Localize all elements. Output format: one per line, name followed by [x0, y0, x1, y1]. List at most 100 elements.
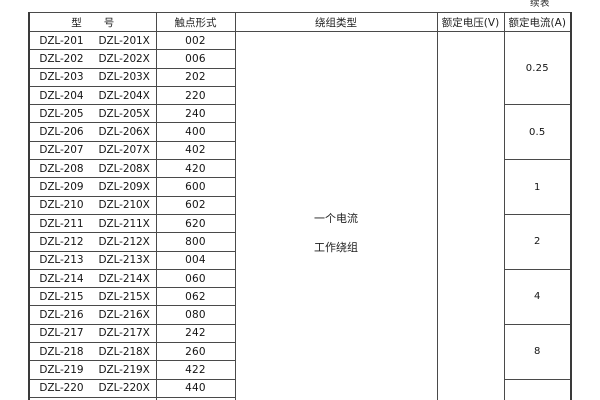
cell-model: DZL-212 DZL-212X — [28, 232, 157, 252]
cell-model: DZL-203 DZL-203X — [28, 67, 157, 87]
cell-model: DZL-214 DZL-214X — [28, 268, 157, 289]
model-code-variant: DZL-206X — [98, 126, 150, 139]
cell-contact-form: 060 — [155, 268, 236, 289]
table-row: DZL-218 DZL-218X 260 — [28, 342, 571, 362]
column-header-rated-current: 额定电流(A) — [503, 12, 572, 32]
cell-model: DZL-220 DZL-220X — [28, 378, 157, 398]
cell-rated-current: 8 — [503, 323, 572, 380]
table-row: DZL-205 DZL-205X 240 0.5 — [28, 104, 572, 161]
model-code-primary: DZL-214 — [39, 272, 84, 285]
model-code-variant: DZL-216X — [98, 309, 150, 322]
table-row: DZL-213 DZL-213X 004 — [28, 250, 571, 270]
relay-specification-table: 型 号 触点形式 绕组类型 额定电压(V) 额定电流(A) DZL-201 DZL… — [28, 12, 572, 400]
cell-model: DZL-205 DZL-205X — [28, 104, 157, 124]
cell-model: DZL-211 DZL-211X — [28, 213, 157, 234]
spec-table-container: 型 号 触点形式 绕组类型 额定电压(V) 额定电流(A) DZL-201 DZL… — [28, 12, 572, 400]
model-code-variant: DZL-220X — [98, 382, 150, 395]
model-code-primary: DZL-216 — [39, 309, 84, 322]
table-row: DZL-217 DZL-217X 242 8 — [28, 323, 572, 380]
cell-contact-form: 004 — [155, 250, 236, 270]
cell-contact-form: 800 — [155, 232, 236, 252]
cell-contact-form: 080 — [155, 305, 236, 325]
table-row: DZL-208 DZL-208X 420 1 — [28, 159, 572, 215]
model-code-variant: DZL-213X — [98, 254, 150, 267]
model-code-primary: DZL-209 — [39, 181, 84, 194]
table-row: DZL-202 DZL-202X 006 — [28, 49, 571, 69]
model-code-primary: DZL-204 — [39, 89, 84, 102]
cell-rated-current: 4 — [503, 268, 572, 325]
table-row: DZL-203 DZL-203X 202 — [28, 67, 571, 87]
table-body: DZL-201 DZL-201X 002 一个电流 工作绕组 0.25 DZL-202 DZL… — [28, 30, 572, 400]
model-code-primary: DZL-206 — [39, 126, 84, 139]
model-code-primary: DZL-212 — [39, 235, 84, 248]
cell-contact-form: 600 — [155, 177, 236, 197]
model-code-variant: DZL-215X — [98, 290, 150, 303]
cell-rated-current: 1 — [503, 159, 572, 215]
winding-type-line: 工作绕组 — [314, 240, 358, 254]
cell-contact-form: 440 — [155, 378, 236, 398]
cell-contact-form: 006 — [155, 49, 236, 69]
table-row: DZL-209 DZL-209X 600 — [28, 177, 571, 197]
table-row: DZL-206 DZL-206X 400 — [28, 122, 571, 142]
cell-model: DZL-208 DZL-208X — [28, 159, 157, 179]
model-code-primary: DZL-205 — [39, 107, 84, 120]
cell-model: DZL-219 DZL-219X — [28, 360, 157, 380]
cell-contact-form: 260 — [155, 342, 236, 362]
cell-contact-form: 240 — [155, 104, 236, 124]
cell-contact-form: 024 — [155, 396, 236, 400]
cell-model: DZL-215 DZL-215X — [28, 287, 157, 307]
model-code-variant: DZL-211X — [98, 217, 150, 230]
model-code-primary: DZL-211 — [39, 217, 84, 230]
cell-model: DZL-206 DZL-206X — [28, 122, 157, 142]
column-header-rated-voltage: 额定电压(V) — [436, 12, 505, 32]
table-row: DZL-211 DZL-211X 620 2 — [28, 213, 572, 270]
cell-contact-form: 400 — [155, 122, 236, 142]
model-code-variant: DZL-202X — [98, 52, 150, 65]
model-code-variant: DZL-212X — [98, 235, 150, 248]
cell-contact-form: 602 — [155, 195, 236, 215]
table-row: DZL-201 DZL-201X 002 一个电流 工作绕组 0.25 — [28, 30, 572, 400]
model-code-variant: DZL-217X — [98, 327, 150, 340]
cell-winding-type: 一个电流 工作绕组 — [234, 31, 438, 400]
cell-rated-voltage — [436, 31, 505, 400]
model-code-variant: DZL-210X — [98, 199, 150, 212]
table-header: 型 号 触点形式 绕组类型 额定电压(V) 额定电流(A) — [28, 12, 572, 32]
model-code-variant: DZL-207X — [98, 144, 150, 157]
model-code-primary: DZL-208 — [39, 162, 84, 175]
cell-contact-form: 062 — [155, 287, 236, 307]
cell-model: DZL-207 DZL-207X — [28, 140, 157, 161]
model-code-primary: DZL-207 — [39, 144, 84, 157]
model-code-primary: DZL-213 — [39, 254, 84, 267]
table-row: DZL-204 DZL-204X 220 — [28, 85, 571, 106]
table-row: DZL-219 DZL-219X 422 — [28, 360, 571, 380]
continuation-table-label: 续表 — [529, 0, 550, 9]
winding-type-line: 一个电流 — [314, 211, 358, 225]
cell-contact-form: 420 — [155, 159, 236, 179]
column-header-contact-form: 触点形式 — [155, 12, 236, 32]
model-code-variant: DZL-214X — [98, 272, 150, 285]
model-code-variant: DZL-218X — [98, 345, 150, 358]
header-row: 型 号 触点形式 绕组类型 额定电压(V) 额定电流(A) — [28, 12, 572, 32]
column-header-model: 型 号 — [28, 12, 157, 32]
model-code-variant: DZL-201X — [98, 34, 150, 47]
cell-model: DZL-210 DZL-210X — [28, 195, 157, 215]
model-code-variant: DZL-203X — [98, 71, 150, 84]
model-code-primary: DZL-219 — [39, 363, 84, 376]
cell-contact-form: 202 — [155, 67, 236, 87]
cell-model: DZL-213 DZL-213X — [28, 250, 157, 270]
model-code-primary: DZL-210 — [39, 199, 84, 212]
table-row: DZL-207 DZL-207X 402 — [28, 140, 571, 161]
model-code-variant: DZL-204X — [98, 89, 150, 102]
cell-model: DZL-217 DZL-217X — [28, 323, 157, 344]
table-row: DZL-220 DZL-220X 440 — [28, 378, 572, 400]
model-code-primary: DZL-220 — [39, 382, 84, 395]
model-code-primary: DZL-217 — [39, 327, 84, 340]
table-row: DZL-221DZL-221X024 — [28, 396, 571, 400]
cell-contact-form: 620 — [155, 213, 236, 234]
column-header-model-char-1: 型 — [71, 16, 82, 29]
model-code-variant: DZL-219X — [98, 363, 150, 376]
cell-rated-current — [503, 378, 572, 400]
model-code-primary: DZL-201 — [39, 34, 84, 47]
model-code-primary: DZL-215 — [39, 290, 84, 303]
